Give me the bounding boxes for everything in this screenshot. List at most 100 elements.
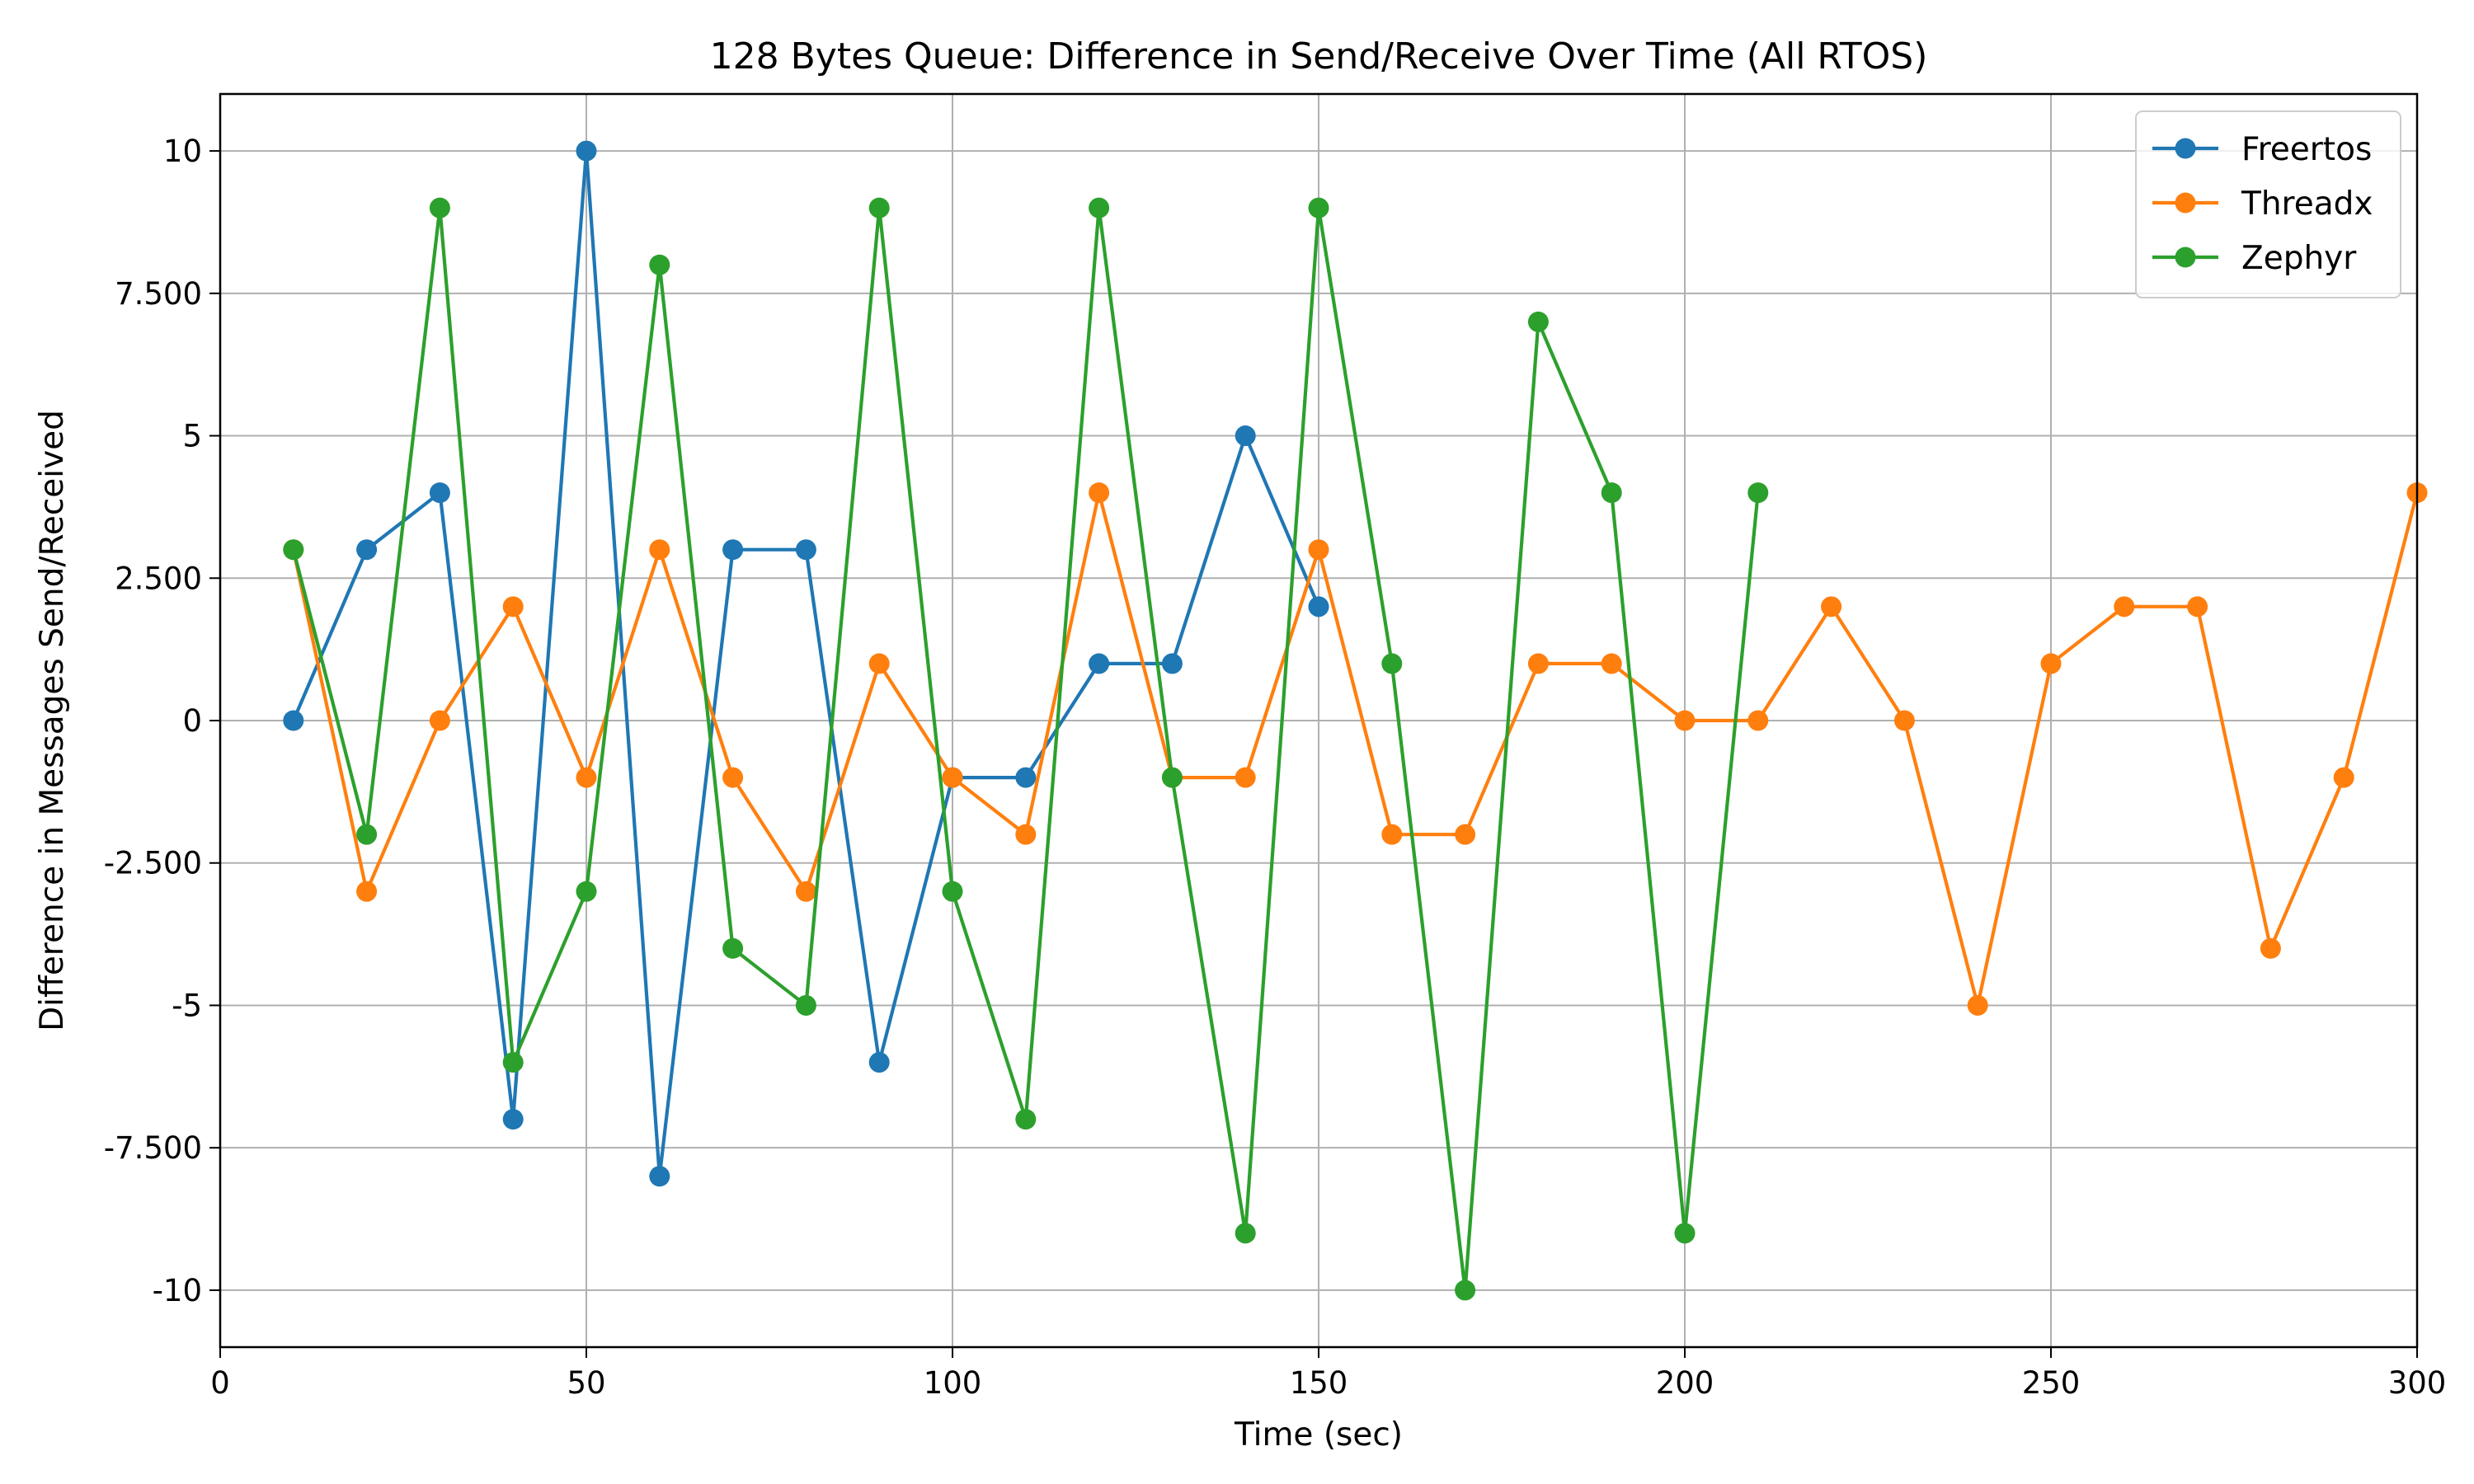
data-point-threadx	[722, 767, 744, 788]
data-point-threadx	[1601, 653, 1622, 674]
data-point-threadx	[356, 881, 378, 902]
data-point-zephyr	[429, 197, 450, 218]
data-point-threadx	[2114, 596, 2135, 618]
data-point-zephyr	[576, 881, 597, 902]
data-point-zephyr	[1527, 311, 1549, 332]
data-point-threadx	[795, 881, 816, 902]
series-freertos	[283, 140, 1329, 1187]
y-tick-label: -2.500	[104, 846, 202, 881]
data-point-threadx	[1821, 596, 1842, 618]
y-tick-label: 0	[182, 703, 202, 739]
data-point-threadx	[1381, 824, 1403, 845]
legend-label: Freertos	[2241, 131, 2372, 168]
y-tick-label: -5	[172, 988, 202, 1023]
data-point-freertos	[868, 1052, 890, 1073]
legend-item-freertos: Freertos	[2152, 131, 2372, 168]
data-point-zephyr	[795, 994, 816, 1016]
x-tick-label: 200	[1656, 1365, 1714, 1401]
x-tick-label: 300	[2388, 1365, 2447, 1401]
y-tick-label: 5	[182, 419, 202, 454]
x-tick-label: 250	[2022, 1365, 2081, 1401]
y-tick-label: -10	[153, 1273, 202, 1308]
data-point-freertos	[1308, 596, 1329, 618]
data-point-zephyr	[1089, 197, 1110, 218]
data-point-freertos	[649, 1166, 670, 1187]
data-point-zephyr	[1015, 1109, 1037, 1130]
y-tick-label: 2.500	[115, 561, 202, 596]
legend-item-zephyr: Zephyr	[2152, 240, 2357, 277]
data-point-threadx	[1893, 710, 1915, 731]
data-point-threadx	[1015, 824, 1037, 845]
legend-marker	[2175, 138, 2196, 159]
x-tick-label: 0	[210, 1365, 230, 1401]
data-point-zephyr	[1747, 482, 1769, 504]
series-layer	[283, 140, 2428, 1301]
data-point-freertos	[1235, 425, 1256, 447]
y-axis-label: Difference in Messages Send/Received	[34, 410, 71, 1031]
legend-label: Threadx	[2241, 186, 2373, 223]
x-tick-label: 150	[1290, 1365, 1348, 1401]
data-point-zephyr	[942, 881, 963, 902]
data-point-zephyr	[283, 539, 304, 561]
data-point-zephyr	[1161, 767, 1183, 788]
data-point-zephyr	[1308, 197, 1329, 218]
data-point-freertos	[356, 539, 378, 561]
data-point-zephyr	[649, 254, 670, 275]
data-point-threadx	[2040, 653, 2062, 674]
chart-title: 128 Bytes Queue: Difference in Send/Rece…	[710, 35, 1928, 77]
data-point-threadx	[502, 596, 524, 618]
series-threadx	[283, 482, 2428, 1016]
data-point-threadx	[942, 767, 963, 788]
data-point-zephyr	[1601, 482, 1622, 504]
series-line-threadx	[291, 491, 2420, 1007]
data-point-threadx	[2260, 937, 2281, 959]
data-point-threadx	[868, 653, 890, 674]
y-tick-label: 7.500	[115, 276, 202, 312]
data-point-zephyr	[868, 197, 890, 218]
data-point-threadx	[1747, 710, 1769, 731]
legend-box	[2135, 110, 2401, 298]
y-tick-label: -7.500	[104, 1130, 202, 1166]
data-point-threadx	[1235, 767, 1256, 788]
legend-marker	[2175, 192, 2196, 214]
legend-label: Zephyr	[2241, 240, 2357, 277]
data-point-freertos	[1089, 653, 1110, 674]
data-point-freertos	[283, 710, 304, 731]
data-point-freertos	[1161, 653, 1183, 674]
data-point-zephyr	[722, 937, 744, 959]
data-point-zephyr	[356, 824, 378, 845]
data-point-freertos	[1015, 767, 1037, 788]
data-point-zephyr	[1455, 1280, 1476, 1301]
data-point-zephyr	[1674, 1223, 1696, 1244]
data-point-threadx	[429, 710, 450, 731]
data-point-threadx	[649, 539, 670, 561]
series-zephyr	[283, 197, 1769, 1301]
x-tick-label: 50	[567, 1365, 605, 1401]
data-point-zephyr	[1381, 653, 1403, 674]
legend-item-threadx: Threadx	[2152, 186, 2373, 223]
data-point-threadx	[2187, 596, 2208, 618]
data-point-freertos	[429, 482, 450, 504]
x-tick-label: 100	[924, 1365, 982, 1401]
data-point-zephyr	[502, 1052, 524, 1073]
data-point-threadx	[1089, 482, 1110, 504]
data-point-threadx	[1308, 539, 1329, 561]
ticks: 0 50 100 150 200 250 300 10 7.500 5 2.500 0 -2.500 -5…	[104, 134, 2447, 1401]
legend-marker	[2175, 247, 2196, 268]
data-point-freertos	[795, 539, 816, 561]
data-point-threadx	[1967, 994, 1988, 1016]
grid	[219, 94, 2418, 1347]
data-point-freertos	[576, 140, 597, 162]
data-point-threadx	[2333, 767, 2354, 788]
data-point-zephyr	[1235, 1223, 1256, 1244]
data-point-freertos	[502, 1109, 524, 1130]
data-point-freertos	[722, 539, 744, 561]
x-axis-label: Time (sec)	[1234, 1416, 1403, 1453]
data-point-threadx	[1455, 824, 1476, 845]
legend: Freertos Threadx Zephyr	[2135, 110, 2401, 298]
y-tick-label: 10	[163, 134, 202, 169]
data-point-threadx	[1527, 653, 1549, 674]
